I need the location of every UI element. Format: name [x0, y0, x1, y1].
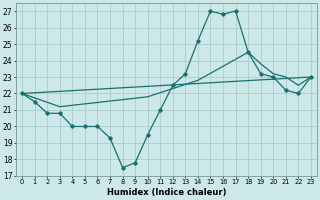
X-axis label: Humidex (Indice chaleur): Humidex (Indice chaleur) [107, 188, 226, 197]
